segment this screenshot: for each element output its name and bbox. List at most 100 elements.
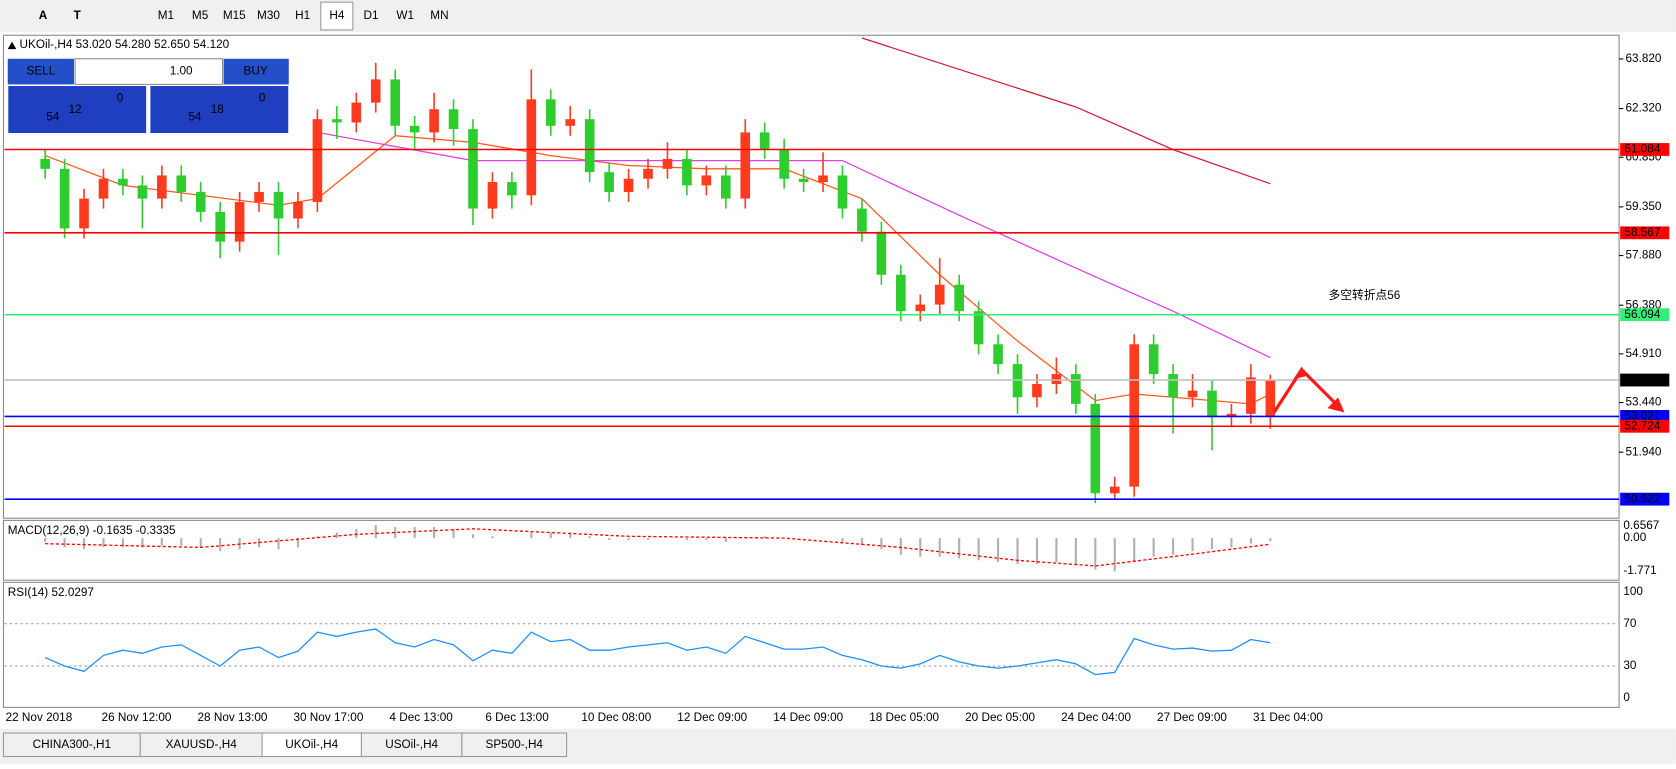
candle-body xyxy=(740,132,751,199)
price-main[interactable]: 18 xyxy=(211,103,225,116)
candle-body xyxy=(254,192,264,202)
chart-header: UKOil-,H4 53.020 54.280 52.650 54.120 xyxy=(20,38,230,51)
candle-body xyxy=(1071,374,1081,404)
x-tick-label: 22 Nov 2018 xyxy=(6,711,73,724)
sell-button[interactable] xyxy=(7,58,74,85)
x-tick-label: 18 Dec 05:00 xyxy=(869,711,939,724)
timeframe-button[interactable]: D1 xyxy=(364,9,379,22)
candle-body xyxy=(623,178,634,193)
timeframe-button[interactable]: M5 xyxy=(192,9,209,22)
candle-body xyxy=(526,99,537,196)
price-level-box xyxy=(1620,373,1670,387)
candle-body xyxy=(59,168,70,229)
buy-label[interactable]: BUY xyxy=(244,65,268,78)
timeframe-active xyxy=(320,1,354,31)
candle-body xyxy=(351,102,362,123)
y-tick-label: 56.380 xyxy=(1626,298,1662,311)
price-main[interactable]: 12 xyxy=(69,103,82,116)
candle-body xyxy=(1109,486,1120,494)
price-level-label: 54.120 xyxy=(1624,373,1660,386)
rsi-line xyxy=(44,628,1271,676)
header-icon xyxy=(7,41,17,50)
y-tick-label: 63.820 xyxy=(1626,52,1662,65)
x-tick-label: 26 Nov 12:00 xyxy=(102,711,172,724)
lot-value[interactable]: 1.00 xyxy=(170,65,193,78)
candle-body xyxy=(332,119,342,123)
macd-signal xyxy=(45,528,1271,567)
timeframe-button[interactable]: M15 xyxy=(223,9,246,22)
y-tick-label: 0 xyxy=(1623,691,1630,704)
tab-label[interactable]: XAUUSD-,H4 xyxy=(166,738,238,751)
candle-body xyxy=(954,284,964,312)
candle-body xyxy=(643,168,653,179)
tab[interactable] xyxy=(461,732,568,758)
price-sup[interactable]: 0 xyxy=(259,91,266,104)
annotation: 多空转折点56 xyxy=(1328,288,1400,302)
candle-body xyxy=(915,304,926,312)
trade-panel: SELL 1.00 BUY 54 12 0 54 18 0 xyxy=(7,58,290,135)
price-big[interactable]: 54 xyxy=(188,111,202,124)
price-level-box xyxy=(1620,419,1670,433)
tab-label[interactable]: SP500-,H4 xyxy=(485,738,543,751)
timeframe-button[interactable]: H1 xyxy=(295,9,310,22)
candle-body xyxy=(857,208,867,232)
candle-body xyxy=(293,201,303,219)
macd-panel xyxy=(2,519,1620,581)
candle-body xyxy=(137,185,148,199)
price-big[interactable]: 54 xyxy=(46,111,60,124)
rsi-panel xyxy=(2,581,1620,708)
timeframe-button[interactable]: M1 xyxy=(158,9,174,22)
candle-body xyxy=(1265,380,1276,417)
timeframe-button[interactable]: MN xyxy=(430,9,448,22)
candle-body xyxy=(118,178,128,186)
tab-label[interactable]: USOil-,H4 xyxy=(385,738,438,751)
price-box[interactable] xyxy=(7,84,148,135)
candle-body xyxy=(973,311,984,345)
price-box[interactable] xyxy=(149,84,290,135)
x-tick-label: 24 Dec 04:00 xyxy=(1061,711,1131,724)
tab-label[interactable]: UKOil-,H4 xyxy=(285,738,338,751)
candle-body xyxy=(993,344,1003,365)
price-level-box xyxy=(1620,226,1670,240)
timeframe-button[interactable]: W1 xyxy=(396,9,414,22)
candle-body xyxy=(759,132,770,149)
candle-body xyxy=(604,172,614,193)
tool-icon[interactable]: T xyxy=(74,9,82,22)
candle-body xyxy=(1148,344,1159,375)
candle-body xyxy=(818,175,828,183)
y-tick-label: 57.880 xyxy=(1626,249,1662,262)
y-tick-label: 30 xyxy=(1623,659,1637,672)
timeframe-button[interactable]: M30 xyxy=(257,9,280,22)
y-tick-label: 54.910 xyxy=(1626,347,1662,360)
x-tick-label: 27 Dec 09:00 xyxy=(1157,711,1227,724)
candle-body xyxy=(98,178,109,199)
x-tick-label: 4 Dec 13:00 xyxy=(389,711,453,724)
lot-box[interactable] xyxy=(74,58,224,85)
candle-body xyxy=(390,79,401,126)
candle-body xyxy=(468,129,478,209)
x-tick-label: 31 Dec 04:00 xyxy=(1253,711,1323,724)
candle-body xyxy=(234,201,245,242)
candle-body xyxy=(1032,384,1042,398)
candle-body xyxy=(312,119,323,202)
price-level-label: 50.522 xyxy=(1624,492,1660,505)
price-sup[interactable]: 0 xyxy=(117,91,124,104)
candle-body xyxy=(370,79,381,103)
candle-body xyxy=(662,158,673,169)
y-tick-label: 59.350 xyxy=(1626,200,1662,213)
buy-button[interactable] xyxy=(223,58,289,85)
candle-body xyxy=(429,109,439,133)
tab-label[interactable]: CHINA300-,H1 xyxy=(33,738,111,751)
tool-icon[interactable]: A xyxy=(39,9,48,22)
candle-body xyxy=(40,158,50,169)
price-level-label: 52.724 xyxy=(1624,419,1660,432)
candle-body xyxy=(1168,374,1178,398)
sell-label[interactable]: SELL xyxy=(27,65,56,78)
candle-body xyxy=(837,175,848,209)
timeframe-button[interactable]: H4 xyxy=(329,9,344,22)
candle-body xyxy=(79,198,89,229)
toolbar xyxy=(0,0,1676,33)
arrow-head xyxy=(1293,366,1307,380)
